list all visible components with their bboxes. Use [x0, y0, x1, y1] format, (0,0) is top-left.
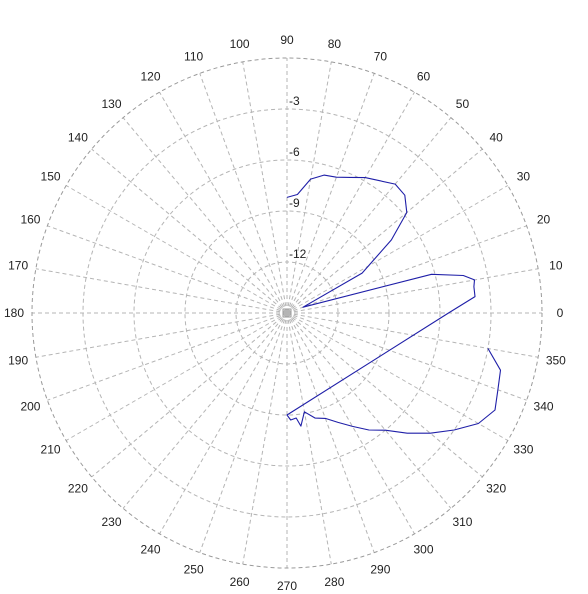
angle-label-260: 260 — [230, 575, 250, 589]
angle-label-160: 160 — [20, 213, 40, 227]
grid-circle-1 — [184, 210, 390, 416]
spoke-140 — [91, 148, 288, 314]
spoke-100 — [242, 61, 288, 314]
spoke-40 — [286, 148, 483, 314]
spoke-120 — [159, 91, 288, 314]
angle-label-240: 240 — [140, 542, 160, 556]
outer-ring — [31, 57, 543, 569]
spoke-30 — [286, 185, 509, 314]
angle-label-310: 310 — [452, 515, 472, 529]
grid-circle-3 — [82, 108, 492, 518]
radial-label-1: -9 — [289, 196, 300, 210]
spoke-10 — [286, 268, 539, 314]
angle-label-280: 280 — [324, 575, 344, 589]
spoke-240 — [159, 312, 288, 535]
angle-label-40: 40 — [489, 131, 503, 145]
spoke-210 — [65, 312, 288, 441]
angle-label-30: 30 — [517, 170, 531, 184]
angle-label-60: 60 — [417, 70, 431, 84]
spoke-330 — [286, 312, 509, 441]
angle-label-130: 130 — [102, 97, 122, 111]
angle-label-50: 50 — [456, 97, 470, 111]
spoke-220 — [91, 312, 288, 478]
spoke-230 — [122, 312, 288, 509]
angle-label-200: 200 — [20, 399, 40, 413]
angle-label-290: 290 — [370, 563, 390, 577]
angle-label-120: 120 — [140, 70, 160, 84]
origin-marker — [282, 308, 292, 318]
spoke-260 — [242, 312, 288, 565]
angle-label-190: 190 — [8, 353, 28, 367]
spoke-290 — [286, 312, 375, 553]
spoke-80 — [286, 61, 332, 314]
radial-label-3: -3 — [289, 94, 300, 108]
angle-label-90: 90 — [280, 33, 294, 47]
angle-label-140: 140 — [68, 131, 88, 145]
spoke-300 — [286, 312, 415, 535]
spoke-110 — [199, 73, 288, 314]
spoke-250 — [199, 312, 288, 553]
angle-label-350: 350 — [546, 353, 566, 367]
spoke-200 — [47, 312, 288, 401]
angle-label-70: 70 — [374, 49, 388, 63]
label-layer: 0 10 20 30 40 50 60 70 80 90 100 110 120 130 140 150 160… — [4, 33, 566, 593]
angle-label-100: 100 — [230, 37, 250, 51]
spoke-190 — [35, 312, 288, 358]
spoke-70 — [286, 73, 375, 314]
angle-label-10: 10 — [549, 259, 563, 273]
data-layer — [286, 174, 502, 434]
angle-label-0: 0 — [557, 306, 564, 320]
angle-label-170: 170 — [8, 259, 28, 273]
angle-label-80: 80 — [328, 37, 342, 51]
spoke-340 — [286, 312, 527, 401]
spoke-150 — [65, 185, 288, 314]
spoke-50 — [286, 117, 452, 314]
radial-label-0: -12 — [289, 247, 307, 261]
angle-label-220: 220 — [68, 481, 88, 495]
grid-circle-0 — [235, 261, 339, 365]
angle-label-330: 330 — [513, 443, 533, 457]
radial-label-2: -6 — [289, 145, 300, 159]
spoke-310 — [286, 312, 452, 509]
angle-label-270: 270 — [277, 579, 297, 593]
angle-label-230: 230 — [102, 515, 122, 529]
angle-label-180: 180 — [4, 306, 24, 320]
angle-label-150: 150 — [41, 170, 61, 184]
series-line-0 — [286, 174, 502, 434]
spoke-20 — [286, 225, 527, 314]
spoke-280 — [286, 312, 332, 565]
angle-label-110: 110 — [184, 49, 203, 63]
angle-label-320: 320 — [486, 481, 506, 495]
spoke-130 — [122, 117, 288, 314]
angle-label-340: 340 — [534, 399, 554, 413]
spoke-60 — [286, 91, 415, 314]
angle-label-210: 210 — [41, 443, 61, 457]
polar-grid — [31, 57, 543, 569]
spoke-170 — [35, 268, 288, 314]
angle-label-20: 20 — [537, 213, 551, 227]
angle-label-300: 300 — [413, 542, 433, 556]
spoke-320 — [286, 312, 483, 478]
spoke-160 — [47, 225, 288, 314]
angle-label-250: 250 — [184, 563, 204, 577]
grid-circle-2 — [133, 159, 441, 467]
